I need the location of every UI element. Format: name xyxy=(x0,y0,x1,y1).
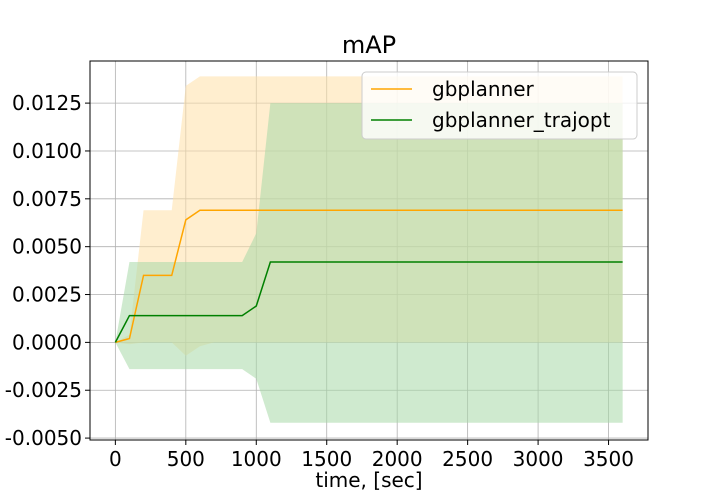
y-tick-label: 0.0050 xyxy=(12,235,82,259)
x-tick-label: 0 xyxy=(109,447,122,471)
line-gbplanner-trajopt xyxy=(114,261,623,343)
x-axis-label: time, [sec] xyxy=(315,468,422,492)
series-lines xyxy=(114,209,623,344)
x-tick-label: 3500 xyxy=(583,447,634,471)
y-tick-label: 0.0100 xyxy=(12,139,82,163)
x-tick-label: 500 xyxy=(167,447,205,471)
y-tick-label: 0.0000 xyxy=(12,330,82,354)
plot-frame xyxy=(89,60,649,441)
band-gbplanner-trajopt xyxy=(115,103,623,423)
legend: gbplanner gbplanner_trajopt xyxy=(361,71,638,140)
x-tick-label: 1500 xyxy=(301,447,352,471)
y-tick-label: 0.0125 xyxy=(12,91,82,115)
x-tick-label: 2000 xyxy=(372,447,423,471)
legend-label-gbplanner-trajopt: gbplanner_trajopt xyxy=(432,108,611,132)
legend-label-gbplanner: gbplanner xyxy=(432,77,535,101)
x-tick-label: 2500 xyxy=(442,447,493,471)
x-tick-label: 1000 xyxy=(231,447,282,471)
x-tick-label: 3000 xyxy=(513,447,564,471)
y-axis-ticks: -0.0050 -0.0025 0.0000 0.0025 0.0050 0.0075 0.… xyxy=(5,91,90,450)
chart-title: mAP xyxy=(342,31,396,59)
y-tick-label: -0.0025 xyxy=(5,378,82,402)
y-tick-label: -0.0050 xyxy=(5,426,82,450)
legend-box xyxy=(361,71,638,140)
confidence-bands xyxy=(115,76,623,423)
line-gbplanner xyxy=(115,209,623,344)
x-axis-ticks: 0 500 1000 1500 2000 2500 3000 3500 xyxy=(109,440,634,471)
y-tick-label: 0.0075 xyxy=(12,187,82,211)
y-tick-label: 0.0025 xyxy=(12,283,82,307)
